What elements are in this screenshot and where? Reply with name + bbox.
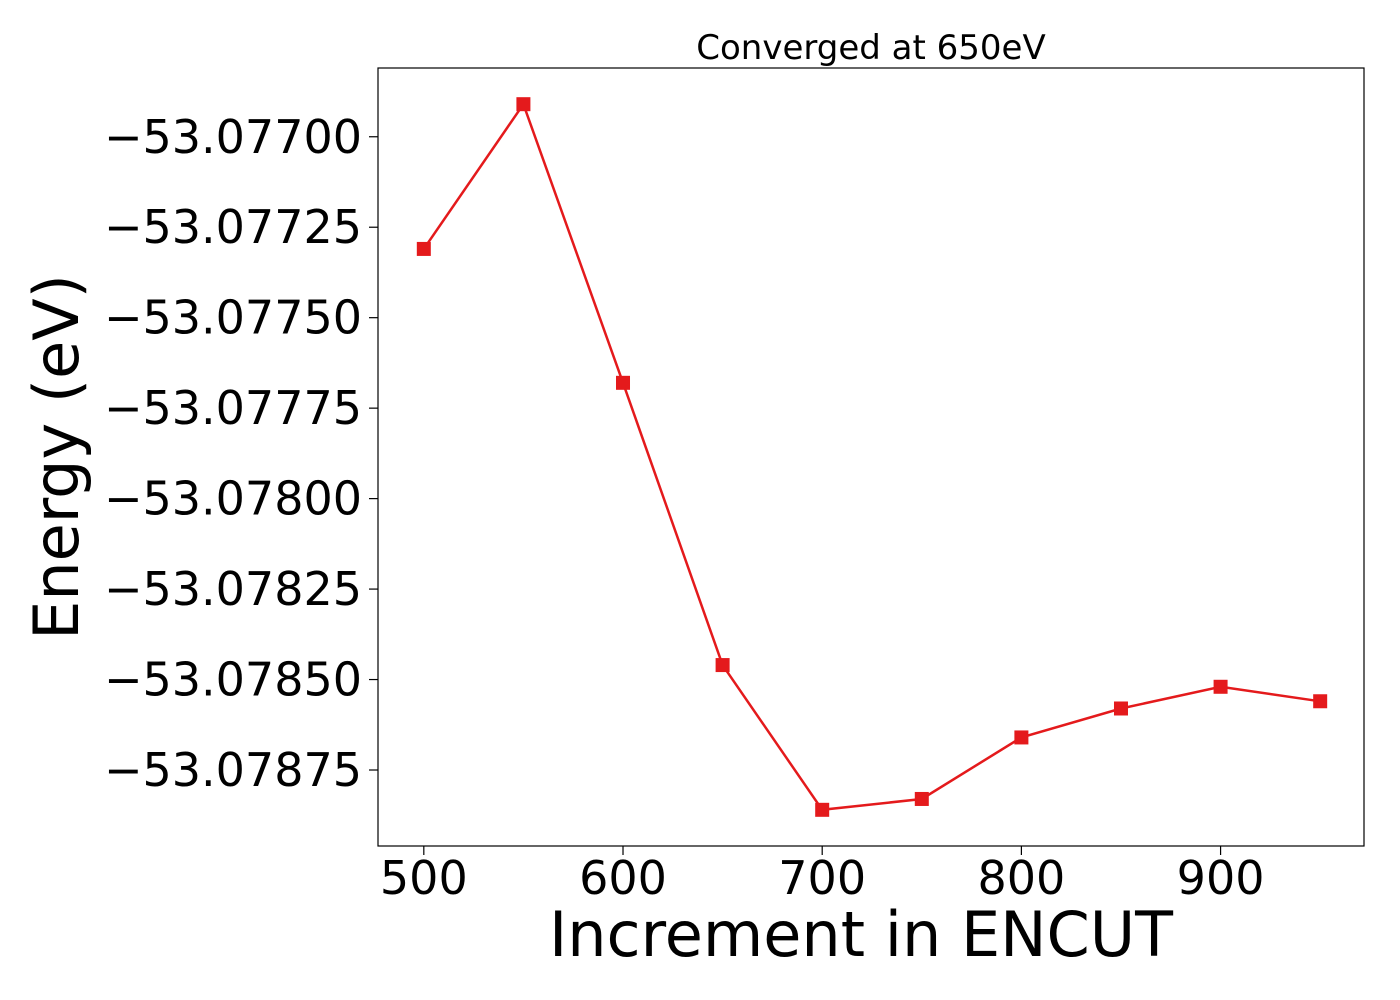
series-markers — [416, 97, 1328, 817]
y-tick-label: −53.07850 — [104, 653, 362, 707]
x-tick-label: 800 — [977, 851, 1065, 905]
data-point-marker — [516, 97, 531, 112]
y-tick-label: −53.07700 — [104, 110, 362, 164]
y-tick-label: −53.07725 — [104, 200, 362, 254]
x-tick-label: 900 — [1177, 851, 1265, 905]
data-point-marker — [1213, 679, 1228, 694]
y-axis-title: Energy (eV) — [20, 274, 93, 640]
data-point-marker — [815, 802, 830, 817]
y-tick-label: −53.07775 — [104, 381, 362, 435]
data-point-marker — [1113, 701, 1128, 716]
x-tick-label: 600 — [579, 851, 667, 905]
y-tick-label: −53.07875 — [104, 743, 362, 797]
y-tick-label: −53.07750 — [104, 291, 362, 345]
data-point-marker — [1313, 694, 1328, 709]
y-axis: −53.07700 −53.07725 −53.07750 −53.07775 −53.… — [104, 110, 378, 797]
chart-title: Converged at 650eV — [696, 28, 1045, 68]
data-point-marker — [616, 375, 631, 390]
x-axis: 500 600 700 800 900 — [380, 846, 1265, 905]
y-tick-label: −53.07825 — [104, 562, 362, 616]
data-point-marker — [416, 241, 431, 256]
y-tick-label: −53.07800 — [104, 472, 362, 526]
plot-area-frame — [377, 67, 1365, 847]
series-line — [422, 101, 1321, 812]
x-tick-label: 500 — [380, 851, 468, 905]
data-point-marker — [914, 791, 929, 806]
data-point-marker — [1014, 730, 1029, 745]
x-tick-label: 700 — [778, 851, 866, 905]
x-axis-title: Increment in ENCUT — [549, 898, 1174, 971]
data-point-marker — [715, 658, 730, 673]
